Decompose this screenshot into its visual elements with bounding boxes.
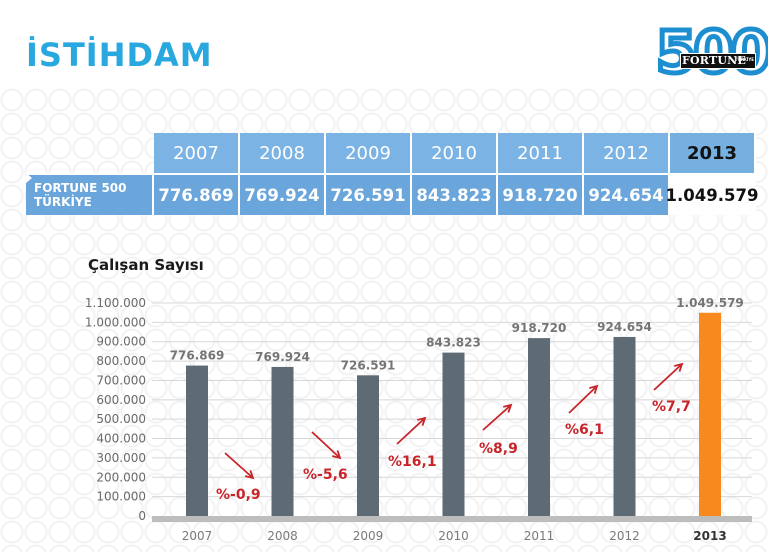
y-tick-label: 800.000 [96,354,146,368]
table-value: 924.654 [584,173,670,215]
x-tick-label: 2013 [693,529,726,543]
table-value: 1.049.579 [666,173,758,215]
growth-arrow-line [653,363,683,391]
logo-sub: TÜRKİYE [734,57,754,62]
fortune-500-logo: 500 FORTUNE TÜRKİYE [653,18,768,87]
growth-label: %-0,9 [216,487,261,503]
y-tick-label: 600.000 [96,393,146,407]
growth-arrow-head [503,403,513,413]
data-label: 1.049.579 [676,296,744,310]
y-tick-label: 900.000 [96,335,146,349]
table-header-year: 2013 [670,133,756,173]
data-label: 769.924 [255,350,310,364]
growth-arrow-line [482,404,512,431]
table-value: 918.720 [498,173,584,215]
bar-2009 [357,375,379,516]
growth-label: %8,9 [479,441,518,457]
table-header-year: 2007 [154,133,240,173]
y-tick-label: 300.000 [96,451,146,465]
table-value: 769.924 [240,173,326,215]
x-axis-baseline [152,516,752,522]
bar-2007 [186,365,208,516]
y-tick-label: 400.000 [96,432,146,446]
growth-arrow-head [245,470,255,480]
y-tick-label: 0 [138,509,146,523]
x-tick-label: 2012 [609,529,640,543]
growth-label: %16,1 [388,454,437,470]
table-header-year: 2009 [326,133,412,173]
growth-arrow-line [396,417,426,445]
y-tick-label: 500.000 [96,412,146,426]
y-tick-label: 700.000 [96,373,146,387]
table-value: 843.823 [412,173,498,215]
growth-arrow-line [224,452,254,479]
x-tick-label: 2009 [353,529,384,543]
page-title: İSTİHDAM [26,36,213,74]
logo-brand-bar: FORTUNE TÜRKİYE [680,53,756,69]
growth-arrow-head [589,384,599,394]
y-tick-label: 200.000 [96,470,146,484]
table-value: 776.869 [154,173,240,215]
x-tick-label: 2011 [524,529,555,543]
bar-2010 [442,352,465,516]
x-tick-label: 2010 [438,529,469,543]
table-header-year: 2011 [498,133,584,173]
data-label: 776.869 [170,349,225,363]
x-tick-label: 2007 [182,529,213,543]
growth-arrow-line [311,431,341,459]
growth-arrow-head [674,362,684,372]
x-tick-label: 2008 [267,529,298,543]
table-row-label: FORTUNE 500 TÜRKİYE [26,173,154,215]
table-pointer [26,173,32,183]
data-label: 843.823 [426,336,481,350]
bar-2012 [613,336,636,516]
bar-2013 [699,312,721,516]
growth-label: %6,1 [565,422,604,438]
growth-label: %-5,6 [303,467,348,483]
bar-2008 [271,366,294,516]
data-label: 726.591 [341,358,396,372]
chart-title: Çalışan Sayısı [88,256,204,274]
y-tick-label: 1.100.000 [85,296,146,310]
growth-arrow-head [417,416,427,426]
data-label: 924.654 [597,320,652,334]
bar-2011 [528,338,550,516]
y-tick-label: 1.000.000 [85,315,146,329]
logo-number: 500 [653,18,768,87]
growth-arrow-head [332,450,342,460]
data-label: 918.720 [512,321,567,335]
table-header-year: 2012 [584,133,670,173]
table-header-year: 2010 [412,133,498,173]
y-tick-label: 100.000 [96,490,146,504]
table-value: 726.591 [326,173,412,215]
growth-label: %7,7 [652,399,691,415]
table-header-year: 2008 [240,133,326,173]
logo-brand: FORTUNE [682,54,746,67]
growth-arrow-line [568,385,598,414]
